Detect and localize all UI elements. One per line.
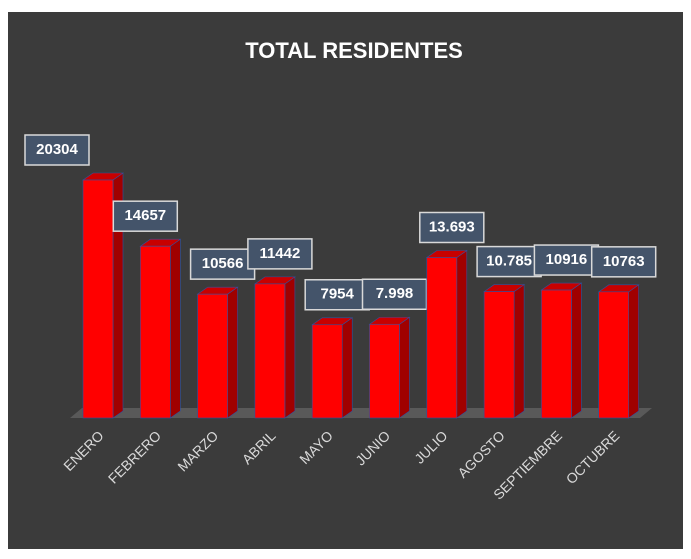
data-label: 11442 bbox=[259, 245, 300, 262]
data-label-box bbox=[247, 238, 313, 270]
data-label: 20304 bbox=[36, 141, 78, 158]
bar-face bbox=[170, 238, 181, 419]
data-label-box bbox=[112, 200, 179, 232]
bar-face bbox=[399, 316, 410, 419]
data-label-box bbox=[476, 245, 542, 278]
bar-face bbox=[82, 179, 114, 419]
data-label: 10916 bbox=[546, 251, 588, 268]
data-label-box bbox=[361, 278, 428, 310]
bar bbox=[597, 284, 640, 419]
data-label-box bbox=[24, 134, 90, 166]
data-label: 14657 bbox=[124, 207, 166, 224]
bar-face bbox=[571, 282, 582, 419]
bar bbox=[311, 317, 354, 419]
bar bbox=[196, 286, 239, 419]
bar-face bbox=[598, 291, 630, 419]
bar bbox=[139, 238, 182, 419]
bar-face bbox=[456, 249, 468, 419]
bar-face bbox=[311, 324, 343, 419]
chart-title: TOTAL RESIDENTES bbox=[245, 38, 463, 63]
data-label-box bbox=[419, 211, 485, 244]
bar-face bbox=[227, 286, 238, 419]
bar-face bbox=[541, 289, 572, 419]
bar-face bbox=[426, 257, 458, 419]
bar-face bbox=[369, 323, 400, 419]
bar bbox=[483, 284, 526, 419]
bar bbox=[368, 316, 411, 419]
bar-face bbox=[341, 317, 353, 419]
bar-face bbox=[513, 284, 525, 419]
data-label: 10.785 bbox=[486, 253, 532, 270]
bar bbox=[82, 172, 124, 419]
data-label: 7954 bbox=[321, 286, 355, 303]
bar bbox=[540, 282, 583, 419]
bar-face bbox=[483, 291, 515, 419]
data-label: 13.693 bbox=[429, 218, 475, 235]
data-label-box bbox=[533, 244, 600, 276]
bar-face bbox=[628, 284, 640, 419]
data-label: 7.998 bbox=[376, 285, 414, 302]
bar-face bbox=[284, 276, 296, 419]
data-label-box bbox=[304, 279, 370, 311]
bar-face bbox=[140, 245, 171, 419]
data-label: 10763 bbox=[603, 253, 645, 270]
bar bbox=[253, 276, 296, 419]
bar-face bbox=[254, 283, 286, 419]
bar bbox=[425, 249, 468, 419]
data-label-box bbox=[590, 246, 657, 278]
bar-face bbox=[197, 293, 228, 419]
data-label: 10566 bbox=[202, 255, 244, 272]
